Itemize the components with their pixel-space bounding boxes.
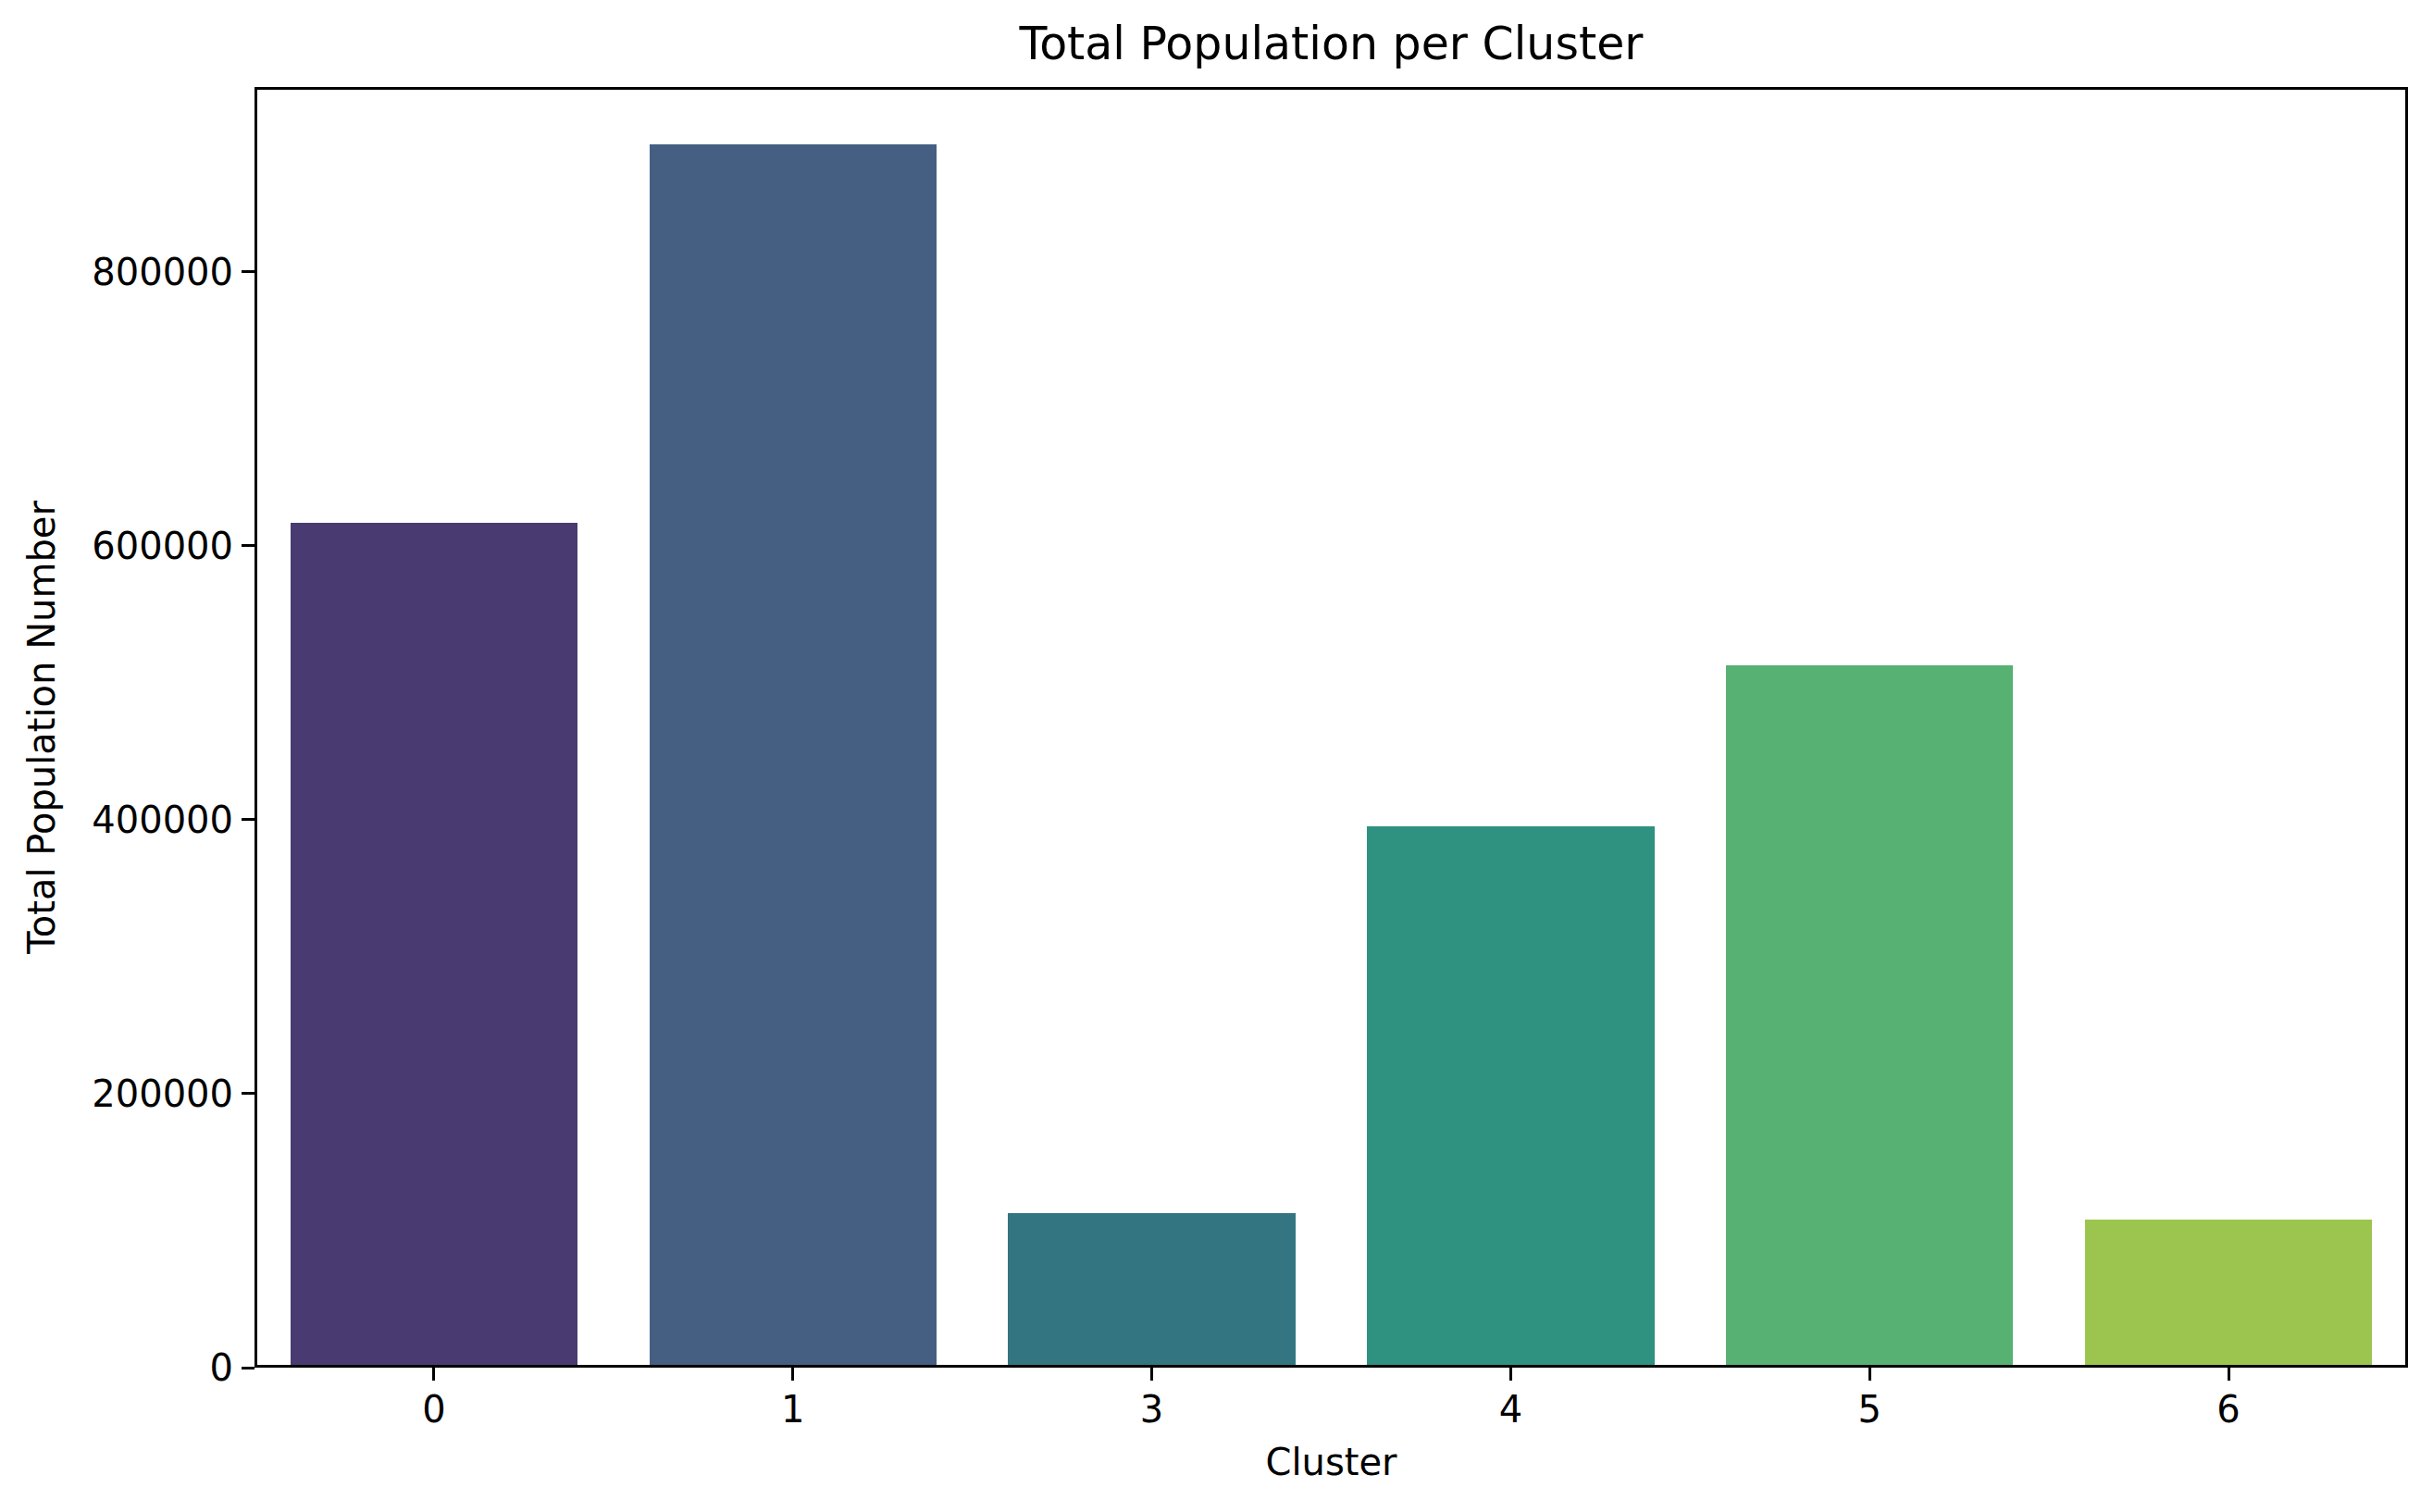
bar-cluster-6 — [2085, 1220, 2372, 1365]
y-tick-label: 400000 — [0, 801, 233, 838]
y-tick-mark — [242, 270, 254, 273]
bar-cluster-1 — [650, 144, 937, 1365]
x-tick-mark — [791, 1368, 794, 1381]
bar-cluster-0 — [291, 523, 577, 1365]
y-tick-mark — [242, 818, 254, 821]
y-axis-label: Total Population Number — [21, 501, 62, 954]
x-tick-mark — [1150, 1368, 1153, 1381]
x-tick-mark — [1509, 1368, 1512, 1381]
y-tick-label: 800000 — [0, 254, 233, 291]
x-tick-label: 4 — [1399, 1391, 1621, 1428]
x-axis-label: Cluster — [254, 1442, 2408, 1482]
bar-cluster-5 — [1726, 665, 2013, 1365]
x-tick-mark — [432, 1368, 435, 1381]
bar-cluster-3 — [1008, 1213, 1295, 1365]
x-tick-label: 3 — [1041, 1391, 1263, 1428]
y-tick-mark — [242, 1092, 254, 1095]
bar-cluster-4 — [1367, 826, 1654, 1365]
y-tick-label: 600000 — [0, 527, 233, 564]
y-tick-label: 0 — [0, 1349, 233, 1386]
chart-title: Total Population per Cluster — [254, 19, 2408, 70]
x-tick-mark — [2228, 1368, 2230, 1381]
x-tick-mark — [1868, 1368, 1871, 1381]
x-tick-label: 1 — [682, 1391, 904, 1428]
y-tick-label: 200000 — [0, 1075, 233, 1112]
bar-chart-figure: Total Population per Cluster Total Popul… — [0, 0, 2433, 1512]
plot-area — [254, 87, 2408, 1368]
x-tick-label: 6 — [2117, 1391, 2340, 1428]
y-tick-mark — [242, 1367, 254, 1369]
x-tick-label: 5 — [1758, 1391, 1980, 1428]
y-tick-mark — [242, 544, 254, 547]
x-tick-label: 0 — [323, 1391, 545, 1428]
